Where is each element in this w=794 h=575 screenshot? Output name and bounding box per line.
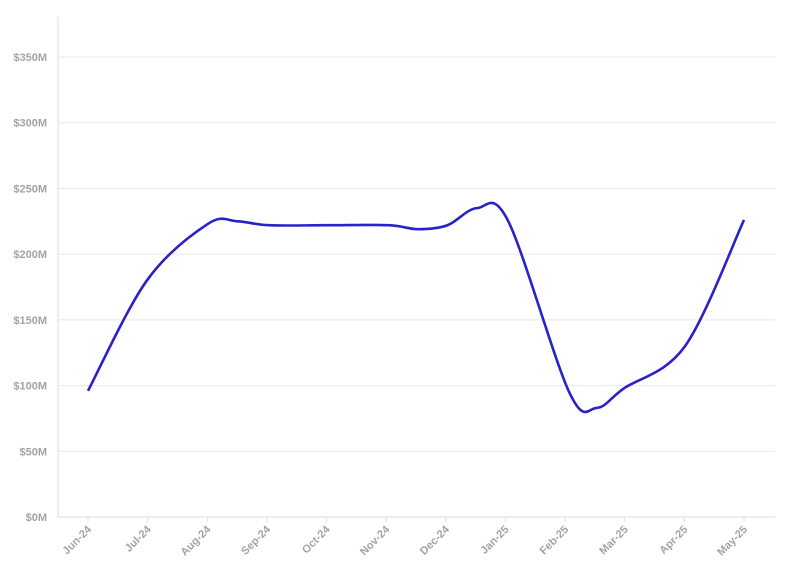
- x-tick-label: Mar-25: [597, 524, 631, 558]
- x-tick-label: Feb-25: [538, 524, 572, 558]
- y-tick-label: $200M: [13, 249, 47, 261]
- x-tick-label: Apr-25: [657, 524, 690, 557]
- x-tick-label: Sep-24: [239, 523, 274, 558]
- gridlines: [58, 56, 775, 452]
- axes: [57, 17, 775, 522]
- y-tick-label: $100M: [13, 381, 47, 393]
- x-tick-label: Oct-24: [300, 523, 333, 556]
- series-layer: [86, 201, 746, 414]
- series-line: [86, 201, 746, 414]
- x-tick-label: May-25: [715, 524, 750, 559]
- y-tick-label: $250M: [13, 183, 47, 195]
- y-tick-label: $50M: [19, 446, 47, 458]
- x-tick-label: Nov-24: [358, 523, 393, 558]
- x-tick-label: Aug-24: [179, 523, 214, 558]
- x-tick-label: Dec-24: [418, 523, 453, 558]
- y-tick-label: $150M: [13, 315, 47, 327]
- x-tick-label: Jan-25: [478, 524, 511, 557]
- y-tick-label: $350M: [13, 52, 47, 64]
- y-tick-label: $0M: [26, 512, 47, 524]
- y-tick-label: $300M: [13, 118, 47, 130]
- x-axis-tick-labels: Jun-24 Jul-24 Aug-24 Sep-24 Oct-24 Nov-24 Dec-…: [61, 523, 751, 558]
- x-tick-label: Jul-24: [123, 523, 155, 555]
- x-tick-label: Jun-24: [61, 523, 95, 557]
- y-axis-tick-labels: $0M $50M $100M $150M $200M $250M $300M $350M: [13, 52, 47, 524]
